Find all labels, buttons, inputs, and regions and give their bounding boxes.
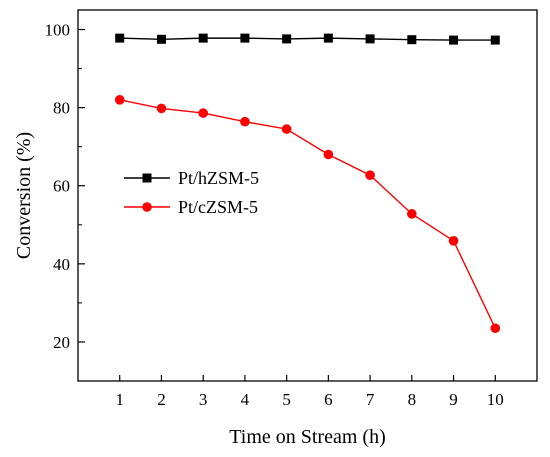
- data-point-pt-czsm-5-6: [323, 149, 334, 160]
- data-point-pt-hzsm-5-8: [407, 35, 417, 45]
- legend-label-pt-czsm5: Pt/cZSM-5: [178, 197, 258, 217]
- x-tick-label-1: 1: [115, 390, 124, 409]
- y-tick-label-60: 60: [53, 177, 70, 196]
- data-point-pt-czsm-5-9: [448, 236, 459, 246]
- legend-label-pt-hzsm5: Pt/hZSM-5: [178, 168, 259, 188]
- data-point-pt-hzsm-5-5: [282, 34, 292, 44]
- plot-frame: [77, 9, 538, 382]
- x-tick-label-3: 3: [199, 390, 208, 409]
- data-point-pt-hzsm-5-1: [115, 33, 125, 43]
- series-layer: [114, 33, 501, 334]
- x-axis-ticks: 1 2 3 4 5 6 7 8 9 10: [115, 375, 504, 409]
- data-point-pt-czsm-5-1: [114, 95, 125, 105]
- data-point-pt-czsm-5-3: [198, 108, 208, 118]
- legend-marker-pt-czsm5: [142, 202, 152, 212]
- y-tick-label-40: 40: [53, 255, 70, 274]
- data-point-pt-czsm-5-5: [281, 124, 292, 134]
- x-tick-label-8: 8: [408, 390, 417, 409]
- data-point-pt-czsm-5-8: [407, 209, 417, 219]
- y-axis-ticks: 20 40 60 80 100: [45, 21, 85, 352]
- series-pt-hzsm-5: [115, 33, 500, 45]
- series-pt-czsm-5: [114, 95, 501, 334]
- y-axis-title: Conversion (%): [13, 132, 35, 259]
- x-axis-title: Time on Stream (h): [229, 426, 385, 448]
- x-tick-label-6: 6: [324, 390, 333, 409]
- data-point-pt-hzsm-5-2: [156, 34, 166, 44]
- data-point-pt-czsm-5-2: [156, 103, 167, 114]
- y-tick-label-20: 20: [53, 333, 70, 352]
- series-line-pt-czsm-5: [119, 99, 496, 329]
- legend-symbol-pt-czsm-5: [142, 202, 152, 212]
- series-line-pt-hzsm-5: [119, 37, 496, 41]
- data-point-pt-hzsm-5-10: [490, 35, 500, 45]
- x-tick-label-10: 10: [487, 390, 504, 409]
- y-tick-label-80: 80: [53, 99, 70, 118]
- data-point-pt-hzsm-5-3: [198, 33, 208, 43]
- x-tick-label-2: 2: [157, 390, 166, 409]
- data-point-pt-czsm-5-10: [490, 323, 501, 334]
- x-tick-label-5: 5: [282, 390, 291, 409]
- data-point-pt-hzsm-5-4: [240, 33, 250, 43]
- data-point-pt-hzsm-5-9: [449, 35, 459, 45]
- y-tick-label-100: 100: [45, 21, 71, 40]
- data-point-pt-hzsm-5-6: [323, 33, 333, 43]
- x-tick-label-4: 4: [241, 390, 250, 409]
- legend-symbol-pt-hzsm-5: [142, 173, 152, 183]
- data-point-pt-czsm-5-7: [365, 170, 375, 180]
- data-point-pt-czsm-5-4: [240, 116, 250, 127]
- legend: Pt/hZSM-5 Pt/cZSM-5: [124, 168, 259, 217]
- legend-marker-pt-hzsm5: [142, 173, 152, 183]
- x-tick-label-9: 9: [449, 390, 458, 409]
- data-point-pt-hzsm-5-7: [365, 34, 375, 44]
- x-tick-label-7: 7: [366, 390, 375, 409]
